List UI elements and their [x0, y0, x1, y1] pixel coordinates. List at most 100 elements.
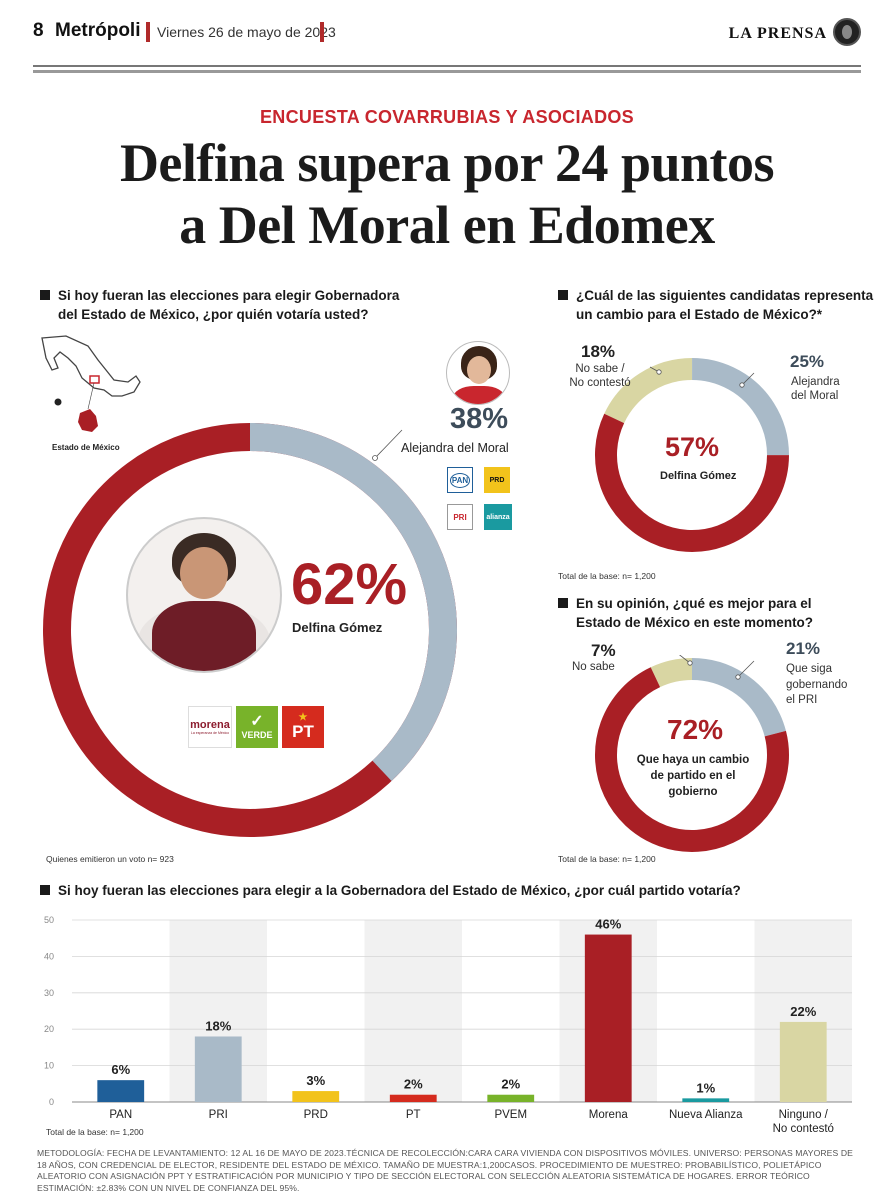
donut-segment-siga-pri	[595, 658, 789, 852]
callout-dot	[372, 455, 378, 461]
callout-line	[741, 372, 755, 386]
bar-pan	[97, 1080, 145, 1102]
bar-pri	[194, 1036, 242, 1102]
main-donut-chart	[43, 423, 457, 837]
headline-line: Delfina supera por 24 puntos	[119, 133, 775, 193]
pvem-logo: ✓ VERDE	[236, 706, 278, 748]
question-line: Estado de México en este momento?	[576, 615, 814, 630]
label-line: No sabe /	[575, 363, 625, 375]
star-icon: ★	[298, 712, 308, 723]
portrait-jacket	[453, 386, 505, 404]
better-base-note: Total de la base: n= 1,200	[558, 854, 656, 864]
bar-value-label: 3%	[306, 1073, 325, 1088]
label-line: gobierno	[668, 786, 718, 798]
toucan-icon: ✓	[250, 713, 264, 730]
better-nosabe-percentage: 7%	[591, 641, 616, 660]
donut-segment-delfina	[595, 358, 790, 552]
y-tick-label: 40	[44, 951, 54, 961]
header-rule	[33, 70, 861, 73]
column-band	[364, 920, 462, 1102]
bullet-square	[40, 885, 50, 895]
x-category-label: Nueva Alianza	[669, 1109, 743, 1121]
portrait-vest	[152, 601, 256, 671]
compass-icon	[54, 398, 62, 406]
question-line: del Estado de México, ¿por quién votaría…	[58, 307, 369, 322]
bullet-square	[40, 290, 50, 300]
change-poll-question: ¿Cuál de las siguientes candidatas repre…	[558, 286, 878, 324]
bar-value-label: 46%	[595, 917, 621, 932]
section-name: Metrópoli	[55, 20, 141, 41]
change-base-note: Total de la base: n= 1,200	[558, 571, 656, 581]
bar-value-label: 18%	[205, 1018, 231, 1033]
bar-pvem	[487, 1094, 535, 1102]
better-donut-chart	[595, 655, 789, 852]
bar-value-label: 1%	[696, 1080, 715, 1095]
alejandra-name: Alejandra del Moral	[401, 441, 509, 455]
label-line: Alejandra	[791, 376, 840, 388]
delfina-name: Delfina Gómez	[292, 620, 383, 635]
bar-value-label: 2%	[501, 1077, 520, 1092]
label-line: Que haya un cambio	[636, 754, 750, 766]
callout-dot	[735, 674, 741, 680]
question-line: un cambio para el Estado de México?*	[576, 307, 823, 322]
bar-poll-question: Si hoy fueran las elecciones para elegir…	[40, 881, 860, 900]
bar-value-label: 6%	[111, 1062, 130, 1077]
map-highlight-box	[89, 375, 100, 384]
bullet-square	[558, 598, 568, 608]
bullet-square	[558, 290, 568, 300]
better-change-percentage: 72%	[667, 714, 724, 745]
change-nosabe-label: No sabe / No contestó	[565, 362, 635, 390]
morena-logo: morena La esperanza de México	[188, 706, 232, 748]
better-poll-question: En su opinión, ¿qué es mejor para el Est…	[558, 594, 878, 632]
label-line: el PRI	[786, 694, 818, 706]
x-category-label: PRD	[304, 1109, 328, 1121]
methodology-note: METODOLOGÍA: FECHA DE LEVANTAMIENTO: 12 …	[37, 1148, 853, 1193]
change-donut-chart	[595, 358, 790, 552]
label-line: Que siga	[786, 663, 833, 675]
pan-logo: PAN	[447, 467, 473, 493]
header-divider	[146, 22, 150, 42]
callout-line	[374, 429, 403, 459]
better-pri-label: Que siga gobernando el PRI	[786, 662, 847, 709]
label-line: de partido en el	[650, 770, 736, 782]
x-category-label: Ninguno /	[779, 1109, 829, 1121]
question-line: ¿Cuál de las siguientes candidatas repre…	[576, 288, 874, 303]
callout-line	[679, 655, 691, 664]
lion-emblem-icon	[833, 18, 861, 46]
edomex-shape	[78, 409, 98, 432]
issue-date: Viernes 26 de mayo de 2023	[157, 24, 336, 40]
callout-dot	[656, 369, 662, 375]
change-alejandra-percentage: 25%	[790, 352, 825, 371]
bar-morena	[584, 934, 632, 1102]
map-connector	[87, 382, 95, 410]
header-divider	[320, 22, 324, 42]
better-nosabe-label: No sabe	[572, 661, 615, 673]
article-headline: Delfina supera por 24 puntos a Del Moral…	[0, 132, 894, 256]
x-category-label: No contestó	[773, 1123, 834, 1135]
mexico-outline	[41, 335, 141, 397]
label-line: del Moral	[791, 390, 839, 402]
main-poll-question: Si hoy fueran las elecciones para elegir…	[40, 286, 420, 324]
change-nosabe-percentage: 18%	[581, 342, 616, 361]
party-bar-chart: 0 10 20 30 40 50 6% PAN 18% PRI 3% PRD 2% PT 2% PVEM 46%…	[44, 915, 852, 1135]
donut-segment-no-sabe	[595, 658, 789, 852]
callout-dot	[687, 660, 693, 666]
y-tick-label: 30	[44, 988, 54, 998]
label-line: No contestó	[569, 377, 631, 389]
bar-nueva-alianza	[682, 1098, 730, 1102]
main-base-note: Quienes emitieron un voto n= 923	[46, 854, 174, 864]
bar-base-note: Total de la base: n= 1,200	[46, 1127, 144, 1137]
change-delfina-percentage: 57%	[665, 432, 720, 462]
map-label: Estado de México	[52, 443, 120, 452]
article-kicker: ENCUESTA COVARRUBIAS Y ASOCIADOS	[260, 107, 634, 127]
page-header: 8 Metrópoli Viernes 26 de mayo de 2023 L…	[33, 18, 861, 48]
x-category-label: PT	[406, 1109, 421, 1121]
change-alejandra-label: Alejandra del Moral	[791, 375, 840, 403]
change-delfina-name: Delfina Gómez	[660, 470, 737, 482]
question-line: En su opinión, ¿qué es mejor para el	[576, 596, 812, 611]
x-category-label: PVEM	[494, 1109, 527, 1121]
y-tick-label: 10	[44, 1061, 54, 1071]
y-tick-label: 20	[44, 1024, 54, 1034]
portrait-face	[467, 356, 491, 384]
bar-ninguno-no-contest	[779, 1021, 827, 1102]
